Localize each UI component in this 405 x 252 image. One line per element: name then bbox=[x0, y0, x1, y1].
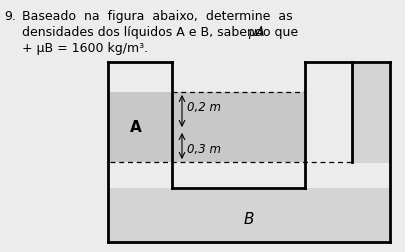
Text: B: B bbox=[244, 211, 254, 227]
Bar bbox=[108, 92, 172, 162]
Text: + μB = 1600 kg/m³.: + μB = 1600 kg/m³. bbox=[22, 42, 148, 55]
Text: μA: μA bbox=[248, 26, 264, 39]
Text: A: A bbox=[130, 119, 142, 135]
Bar bbox=[109, 188, 389, 241]
Text: densidades dos líquidos A e B, sabendo que: densidades dos líquidos A e B, sabendo q… bbox=[22, 26, 302, 39]
Text: 0,2 m: 0,2 m bbox=[187, 101, 221, 114]
Text: 0,3 m: 0,3 m bbox=[187, 143, 221, 156]
Text: 9.: 9. bbox=[4, 10, 16, 23]
Text: Baseado  na  figura  abaixo,  determine  as: Baseado na figura abaixo, determine as bbox=[22, 10, 293, 23]
Bar bbox=[172, 92, 305, 162]
Bar bbox=[352, 63, 389, 163]
